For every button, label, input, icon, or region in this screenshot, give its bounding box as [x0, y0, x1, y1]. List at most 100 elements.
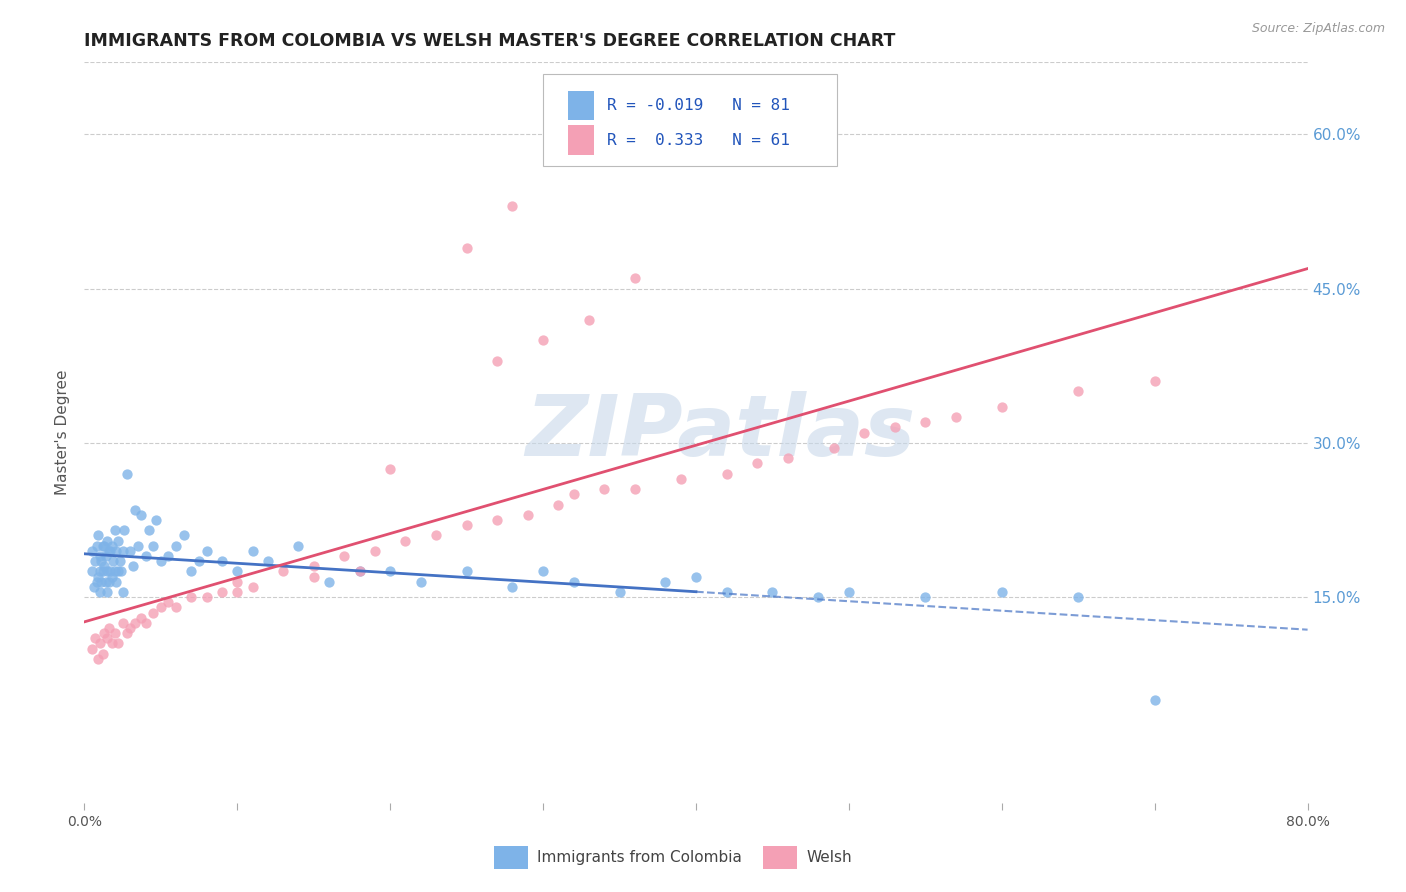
Point	[364, 544, 387, 558]
Point	[129, 508, 152, 522]
Point	[105, 544, 128, 558]
Point	[188, 554, 211, 568]
Point	[101, 569, 124, 583]
Point	[157, 595, 180, 609]
Point	[409, 574, 432, 589]
Point	[609, 585, 631, 599]
Point	[562, 487, 585, 501]
Text: IMMIGRANTS FROM COLOMBIA VS WELSH MASTER'S DEGREE CORRELATION CHART: IMMIGRANTS FROM COLOMBIA VS WELSH MASTER…	[84, 32, 896, 50]
Point	[333, 549, 356, 563]
Point	[807, 590, 830, 604]
Point	[86, 539, 108, 553]
Point	[211, 585, 233, 599]
Text: Welsh: Welsh	[806, 850, 852, 865]
FancyBboxPatch shape	[568, 126, 595, 155]
Point	[165, 600, 187, 615]
Point	[112, 524, 135, 538]
Point	[1067, 384, 1090, 399]
Point	[242, 544, 264, 558]
Point	[120, 621, 142, 635]
Point	[838, 585, 860, 599]
Point	[111, 544, 134, 558]
Point	[86, 574, 108, 589]
Point	[122, 559, 145, 574]
Point	[394, 533, 416, 548]
Point	[83, 580, 105, 594]
Point	[195, 590, 218, 604]
Point	[716, 467, 738, 481]
Point	[145, 513, 167, 527]
Point	[271, 565, 294, 579]
Text: R =  0.333   N = 61: R = 0.333 N = 61	[606, 133, 790, 148]
Point	[90, 574, 112, 589]
Point	[349, 565, 371, 579]
Point	[104, 626, 127, 640]
Point	[502, 580, 524, 594]
FancyBboxPatch shape	[763, 846, 797, 870]
Point	[96, 632, 118, 646]
Point	[531, 565, 554, 579]
Point	[111, 615, 134, 630]
Point	[669, 472, 692, 486]
Point	[1067, 590, 1090, 604]
Point	[107, 533, 129, 548]
Text: Immigrants from Colombia: Immigrants from Colombia	[537, 850, 742, 865]
Point	[115, 467, 138, 481]
Point	[80, 544, 103, 558]
Point	[111, 585, 134, 599]
Point	[302, 559, 325, 574]
Point	[124, 502, 146, 516]
Point	[149, 554, 172, 568]
Point	[93, 539, 115, 553]
Point	[138, 524, 160, 538]
Point	[96, 585, 118, 599]
Point	[173, 528, 195, 542]
Point	[456, 518, 478, 533]
Point	[654, 574, 676, 589]
Point	[578, 312, 600, 326]
Point	[115, 626, 138, 640]
Point	[257, 554, 280, 568]
FancyBboxPatch shape	[568, 91, 595, 120]
Point	[380, 461, 402, 475]
Point	[98, 544, 121, 558]
Point	[318, 574, 340, 589]
Point	[593, 482, 616, 496]
Point	[349, 565, 371, 579]
Point	[98, 565, 121, 579]
Point	[165, 539, 187, 553]
Point	[94, 549, 117, 563]
Point	[97, 544, 120, 558]
Point	[456, 240, 478, 255]
Point	[945, 410, 967, 425]
Point	[80, 565, 103, 579]
Point	[107, 565, 129, 579]
Point	[226, 565, 249, 579]
Point	[180, 590, 202, 604]
Point	[120, 544, 142, 558]
Point	[991, 400, 1014, 414]
Point	[80, 641, 103, 656]
Point	[1143, 693, 1166, 707]
Point	[89, 549, 111, 563]
FancyBboxPatch shape	[494, 846, 529, 870]
Point	[1143, 374, 1166, 388]
Point	[105, 574, 128, 589]
Point	[502, 199, 524, 213]
Point	[127, 539, 149, 553]
Point	[624, 271, 647, 285]
Point	[94, 574, 117, 589]
Point	[101, 539, 124, 553]
Point	[135, 549, 157, 563]
Point	[531, 333, 554, 347]
Point	[124, 615, 146, 630]
Point	[110, 565, 132, 579]
Point	[157, 549, 180, 563]
Point	[242, 580, 264, 594]
Point	[425, 528, 447, 542]
Point	[91, 565, 114, 579]
Point	[624, 482, 647, 496]
Point	[89, 636, 111, 650]
Point	[226, 574, 249, 589]
Point	[149, 600, 172, 615]
